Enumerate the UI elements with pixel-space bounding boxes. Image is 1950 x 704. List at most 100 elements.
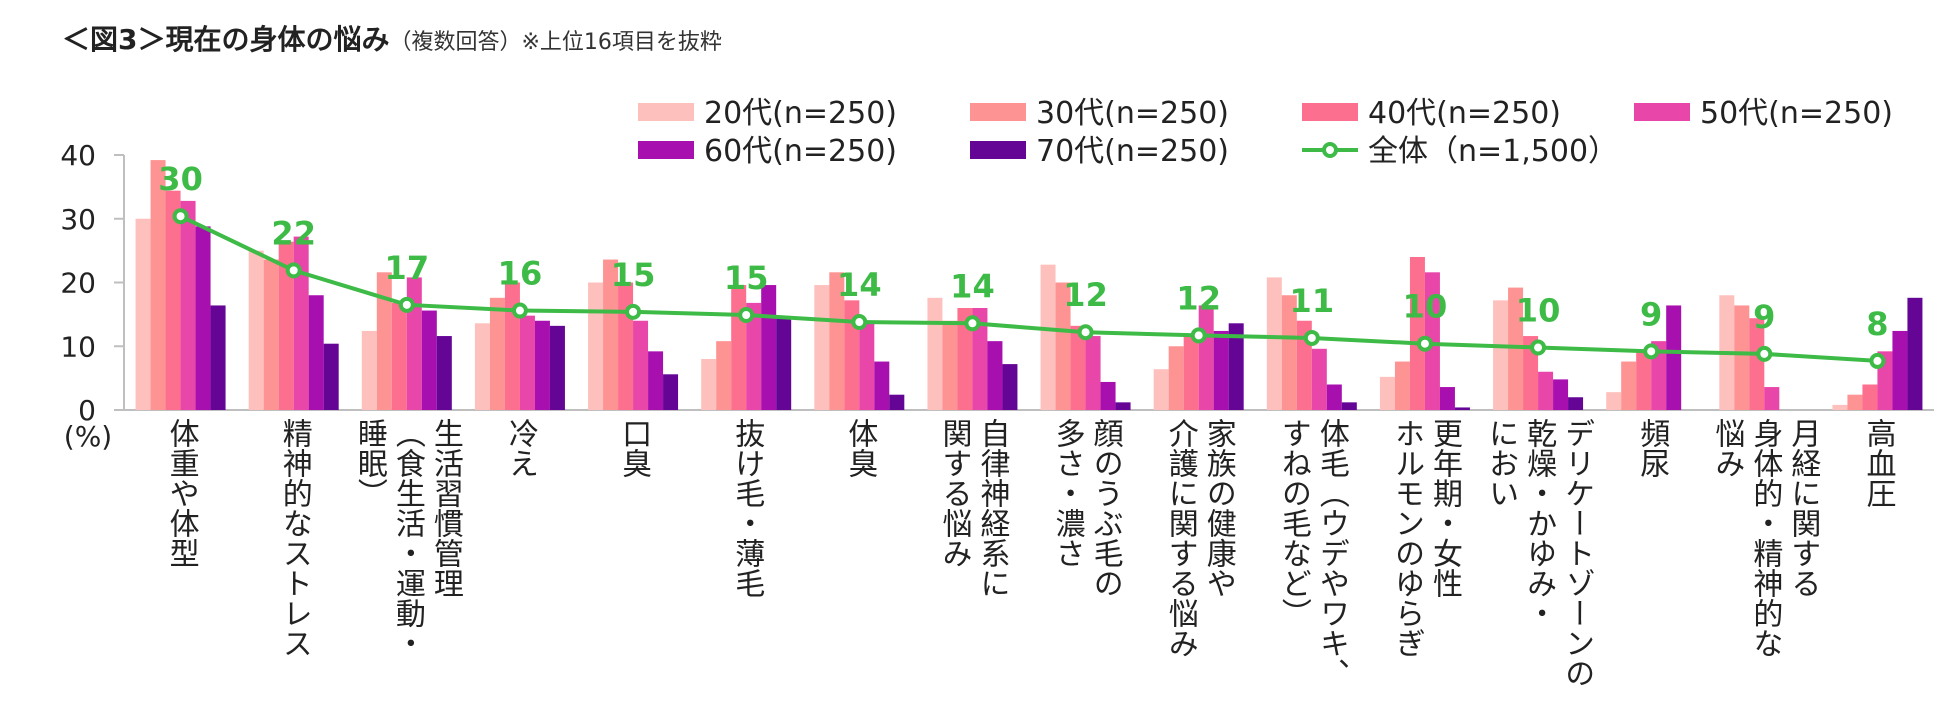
bar <box>972 308 988 410</box>
bar <box>1379 376 1395 410</box>
x-tick-label: 顔のうぶ毛の 多さ・濃さ <box>1049 418 1123 598</box>
bar <box>1183 333 1199 410</box>
bar <box>1311 348 1327 410</box>
bar <box>421 310 437 410</box>
bar <box>504 282 520 410</box>
bar <box>701 359 717 410</box>
bar <box>293 236 309 410</box>
overall-point <box>1756 345 1773 362</box>
legend-line-marker <box>1322 142 1338 158</box>
overall-point <box>1077 324 1094 341</box>
legend-label: 60代(n=250) <box>704 134 897 169</box>
overall-data-label: 11 <box>1290 282 1335 320</box>
bar <box>874 361 890 410</box>
bar <box>829 272 845 410</box>
bar <box>927 297 943 410</box>
bar <box>1764 387 1780 410</box>
legend-label: 30代(n=250) <box>1036 96 1229 131</box>
legend-label: 40代(n=250) <box>1368 96 1561 131</box>
bar <box>474 323 490 410</box>
bar <box>1621 361 1637 410</box>
legend-swatch <box>1302 103 1358 121</box>
bar <box>1568 397 1584 410</box>
overall-data-label: 10 <box>1403 288 1448 326</box>
bar <box>761 285 777 410</box>
bar <box>1847 394 1863 410</box>
bar <box>1409 257 1425 410</box>
overall-point <box>1416 335 1433 352</box>
bar <box>150 160 166 410</box>
overall-data-label: 14 <box>837 266 882 304</box>
bar <box>1862 384 1878 410</box>
bar <box>716 341 732 410</box>
overall-data-label: 10 <box>1516 292 1561 330</box>
bar <box>248 250 264 410</box>
overall-point <box>1869 352 1886 369</box>
chart-title: ＜図3＞現在の身体の悩み（複数回答）※上位16項目を抜粋 <box>62 18 722 58</box>
bar <box>889 394 905 410</box>
bar <box>391 302 407 410</box>
bar <box>1002 364 1018 410</box>
overall-data-label: 14 <box>950 267 995 305</box>
legend-swatch <box>970 103 1026 121</box>
bar <box>1153 369 1169 410</box>
overall-data-label: 9 <box>1753 298 1775 336</box>
bar <box>648 351 664 410</box>
bar <box>1168 346 1184 410</box>
overall-data-label: 22 <box>271 214 316 252</box>
legend-swatch <box>970 141 1026 159</box>
overall-point <box>1303 329 1320 346</box>
chart-title-main: ＜図3＞現在の身体の悩み <box>62 23 390 56</box>
y-axis-unit: (%) <box>64 420 112 453</box>
x-tick-label: 家族の健康や 介護に関する悩み <box>1162 418 1236 658</box>
legend-swatch <box>1634 103 1690 121</box>
bar <box>489 297 505 410</box>
x-tick-label: デリケートゾーンの 乾燥・かゆみ・ におい <box>1483 418 1595 688</box>
overall-point <box>285 262 302 279</box>
bar <box>1070 325 1086 410</box>
x-tick-label: 体臭 <box>842 418 878 478</box>
bar <box>1040 264 1056 410</box>
x-tick-label: 生活習慣管理 （食生活・運動・ 睡眠） <box>351 418 463 658</box>
bar <box>1606 392 1622 410</box>
bar <box>278 241 294 410</box>
overall-point <box>1643 343 1660 360</box>
overall-point <box>851 314 868 331</box>
bar <box>1228 323 1244 410</box>
bar <box>195 226 211 410</box>
bar <box>210 305 226 410</box>
bar <box>1085 336 1101 410</box>
bar <box>1100 381 1116 410</box>
bar <box>1341 402 1357 410</box>
bar <box>746 302 762 410</box>
bar <box>814 285 830 410</box>
bar <box>519 315 535 410</box>
legend-swatch <box>638 103 694 121</box>
bar <box>165 190 181 410</box>
overall-point <box>625 303 642 320</box>
bar <box>549 325 565 410</box>
bar <box>1281 295 1297 410</box>
bar <box>603 259 619 410</box>
bar <box>1198 305 1214 410</box>
bar <box>361 330 377 410</box>
overall-data-label: 17 <box>385 249 430 287</box>
y-tick-label: 30 <box>60 203 96 236</box>
bar <box>588 282 604 410</box>
bar <box>1553 379 1569 410</box>
bar <box>1832 404 1848 410</box>
y-tick-label: 40 <box>60 139 96 172</box>
bar <box>1115 402 1131 410</box>
bar <box>1394 361 1410 410</box>
bar <box>1508 287 1524 410</box>
bar <box>1538 371 1554 410</box>
bar <box>731 285 747 410</box>
overall-line <box>179 214 1878 363</box>
x-tick-label: 更年期・女性 ホルモンのゆらぎ <box>1388 418 1462 658</box>
bar <box>323 343 339 410</box>
overall-data-label: 12 <box>1063 276 1108 314</box>
bar <box>859 323 875 410</box>
x-tick-label: 体毛（ウデやワキ、 すねの毛など） <box>1275 418 1349 688</box>
x-tick-label: 月経に関する 身体的・精神的な 悩み <box>1709 418 1821 658</box>
